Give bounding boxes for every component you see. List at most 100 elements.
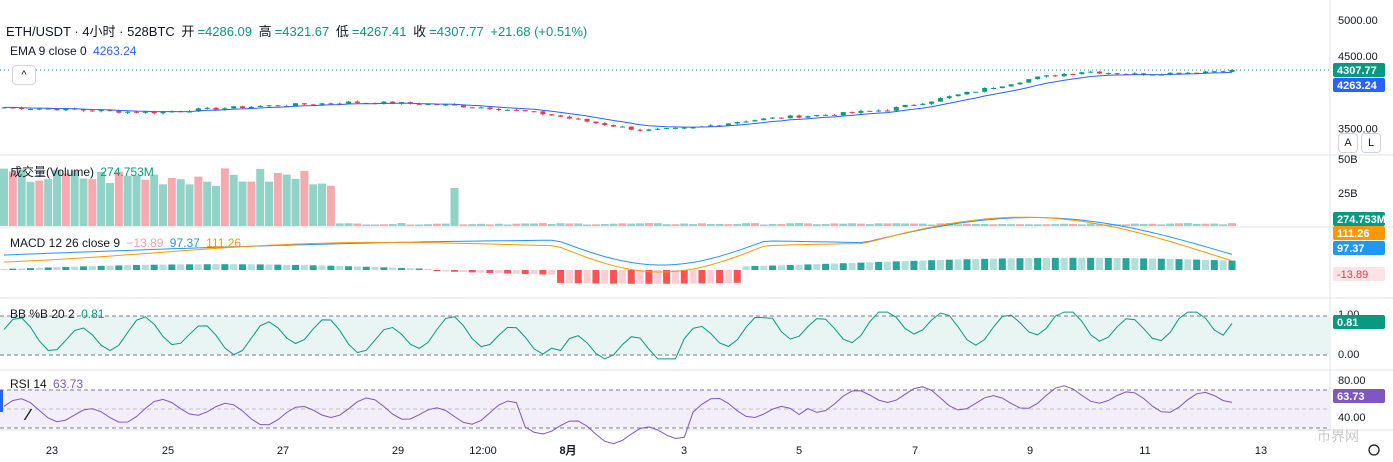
macd-histogram-bar [1140,258,1148,270]
candle-body [63,108,69,111]
macd-histogram-bar [1131,258,1139,270]
high-value: =4321.67 [274,24,330,39]
symbol-title[interactable]: ETH/USDT · 4小时 · 528BTC [6,24,175,39]
candle-body [434,104,440,106]
volume-bar [247,181,256,226]
candle-body [911,104,917,106]
macd-histogram-bar [963,259,971,270]
volume-bar [530,223,539,226]
volume-bar [176,179,185,226]
macd-histogram-bar [557,270,565,283]
volume-bar [768,224,777,226]
macd-signal-value: 111.26 [206,236,242,250]
volume-bar [150,174,159,226]
volume-bar [547,224,556,226]
candle-body [778,117,784,119]
macd-histogram-bar [654,270,662,284]
volume-legend[interactable]: 成交量(Volume) 274.753M [10,165,157,179]
volume-bar [750,223,759,226]
volume-bar [644,223,653,226]
time-axis-label: 25 [162,445,174,457]
volume-bar [379,224,388,226]
ema-line [4,71,1233,128]
macd-histogram-bar [1025,258,1033,270]
volume-bar [44,179,53,226]
log-scale-button[interactable]: L [1361,133,1381,153]
volume-bar [432,223,441,226]
candle-body [213,107,219,110]
macd-histogram-bar [1087,257,1095,270]
volume-bar [1228,223,1236,226]
volume-bar [821,223,830,226]
bb-last-tag-bg [1333,315,1385,329]
macd-histogram-bar [751,265,759,270]
macd-histogram-bar [353,266,361,270]
candle-body [89,110,95,112]
volume-bar [918,223,927,226]
macd-histogram-bar [1078,257,1086,270]
volume-bar [1210,223,1219,226]
volume-bar [70,170,79,226]
macd-histogram-bar [1095,257,1103,270]
ema-legend[interactable]: EMA 9 close 0 4263.24 [10,44,139,58]
candle-body [1017,82,1023,85]
candle-body [690,127,696,129]
macd-histogram-bar [777,265,785,270]
collapse-legend-button[interactable]: ^ [12,65,36,85]
volume-bar [1192,223,1201,226]
macd-histogram-bar [583,270,591,284]
volume-bar [282,174,291,226]
last-price-tag: 4307.77 [1337,65,1377,77]
candle-body [452,104,458,106]
volume-bar [556,223,565,226]
candle-body [513,109,519,111]
volume-bar [618,223,627,226]
candle-body [549,114,555,116]
macd-histogram-bar [565,270,573,284]
macd-histogram-bar [857,262,865,270]
macd-histogram-bar [1104,257,1112,270]
settings-icon[interactable] [1368,444,1380,456]
rsi-legend[interactable]: RSI 14 63.73 [10,377,86,391]
macd-histogram-bar [928,260,936,270]
bb-last-tag: 0.81 [1337,317,1358,329]
candle-body [646,129,652,131]
candle-body [1070,74,1076,76]
candle-body [354,101,360,103]
volume-bar [326,185,335,226]
candle-body [310,104,316,106]
candle-body [337,103,343,105]
macd-legend[interactable]: MACD 12 26 close 9 −13.89 97.37 111.26 [10,236,244,250]
volume-bar [989,224,998,226]
candle-body [266,105,272,107]
volume-bar [724,224,733,226]
macd-histogram-bar [150,264,158,270]
volume-bar [1121,224,1130,226]
volume-bar [512,223,521,226]
macd-histogram-bar [760,265,768,270]
macd-histogram-bar [901,261,909,270]
volume-bar [468,224,477,226]
candle-body [752,120,758,122]
macd-histogram-bar [80,266,88,270]
volume-bar [123,175,132,226]
bb-band-fill [0,316,1330,355]
macd-histogram-bar [433,270,441,272]
macd-histogram-bar [521,270,529,275]
macd-histogram-bar [265,264,273,270]
candle-body [672,127,678,129]
bb-legend[interactable]: BB %B 20 2 0.81 [10,307,107,321]
candle-body [990,88,996,90]
candle-body [840,112,846,116]
volume-bar [600,224,609,226]
auto-scale-button[interactable]: A [1338,133,1358,153]
macd-histogram-bar [689,270,697,284]
macd-histogram-bar [1157,258,1165,270]
candle-body [858,110,864,113]
volume-bar [406,224,415,226]
rsi-axis-label: 40.00 [1338,412,1366,424]
macd-histogram-bar [283,264,291,270]
macd-histogram-bar [300,265,308,270]
